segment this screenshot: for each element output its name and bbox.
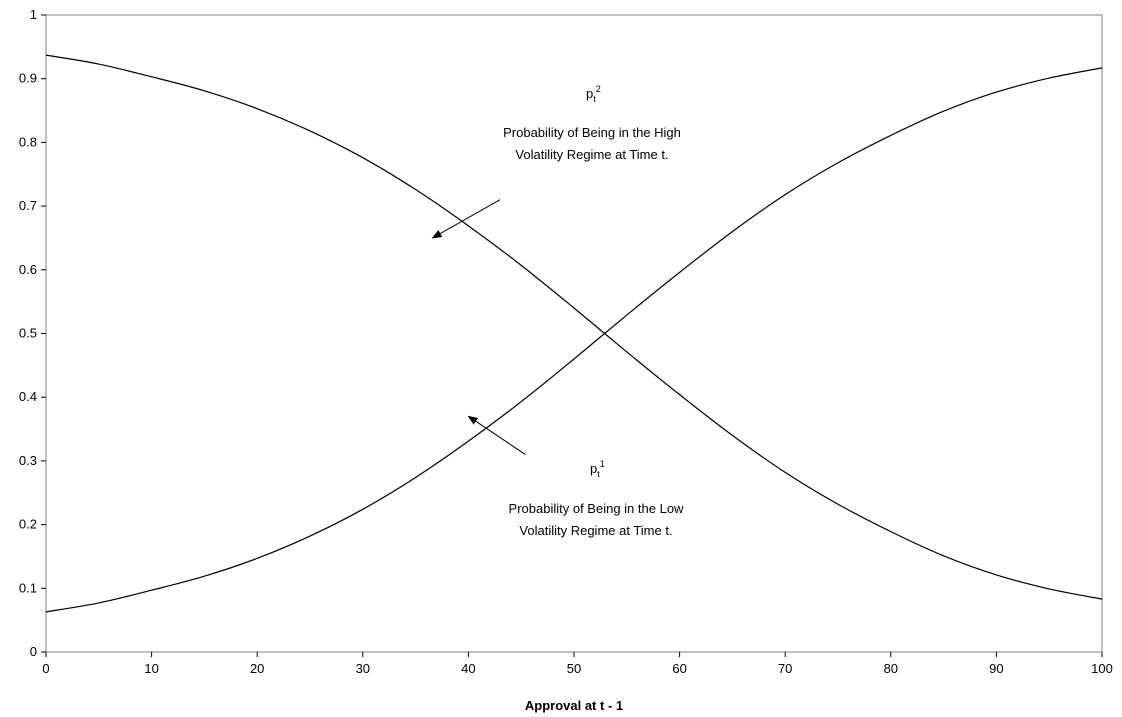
- y-tick-label: 1: [30, 7, 37, 22]
- y-tick-label: 0.2: [19, 517, 37, 532]
- x-tick-label: 60: [672, 661, 686, 676]
- x-tick-label: 10: [144, 661, 158, 676]
- series-line-low-volatility: [45, 67, 1103, 613]
- y-tick-label: 0.1: [19, 580, 37, 595]
- y-tick-label: 0.9: [19, 71, 37, 86]
- x-tick-label: 20: [250, 661, 264, 676]
- series-line-high-volatility: [45, 54, 1103, 600]
- annotation-symbol-high: pt2: [586, 84, 601, 104]
- y-tick-label: 0.3: [19, 453, 37, 468]
- plot-area: 00.10.20.30.40.50.60.70.80.910 10 20 30 40 50…: [19, 7, 1113, 713]
- annotation-text-low: Volatility Regime at Time t.: [519, 523, 672, 538]
- annotation-symbol-low: pt1: [590, 459, 605, 479]
- y-tick-label: 0.8: [19, 134, 37, 149]
- y-tick-label: 0.6: [19, 262, 37, 277]
- x-tick-label: 70: [778, 661, 792, 676]
- x-axis-title: Approval at t - 1: [525, 698, 623, 713]
- annotation-arrow-low: [467, 415, 526, 455]
- annotation-text-low: Probability of Being in the Low: [509, 501, 684, 516]
- x-tick-label: 50: [567, 661, 581, 676]
- annotation-text-high: Volatility Regime at Time t.: [515, 147, 668, 162]
- x-tick-label: 90: [989, 661, 1003, 676]
- y-tick-label: 0.4: [19, 389, 37, 404]
- x-tick-label: 30: [356, 661, 370, 676]
- annotation-text-high: Probability of Being in the High: [503, 125, 681, 140]
- y-tick-label: 0.7: [19, 198, 37, 213]
- y-tick-label: 0: [30, 644, 37, 659]
- x-tick-label: 0: [42, 661, 49, 676]
- x-tick-label: 80: [884, 661, 898, 676]
- x-tick-label: 100: [1091, 661, 1113, 676]
- annotation-arrow-high: [431, 199, 501, 239]
- x-tick-label: 40: [461, 661, 475, 676]
- y-tick-label: 0.5: [19, 326, 37, 341]
